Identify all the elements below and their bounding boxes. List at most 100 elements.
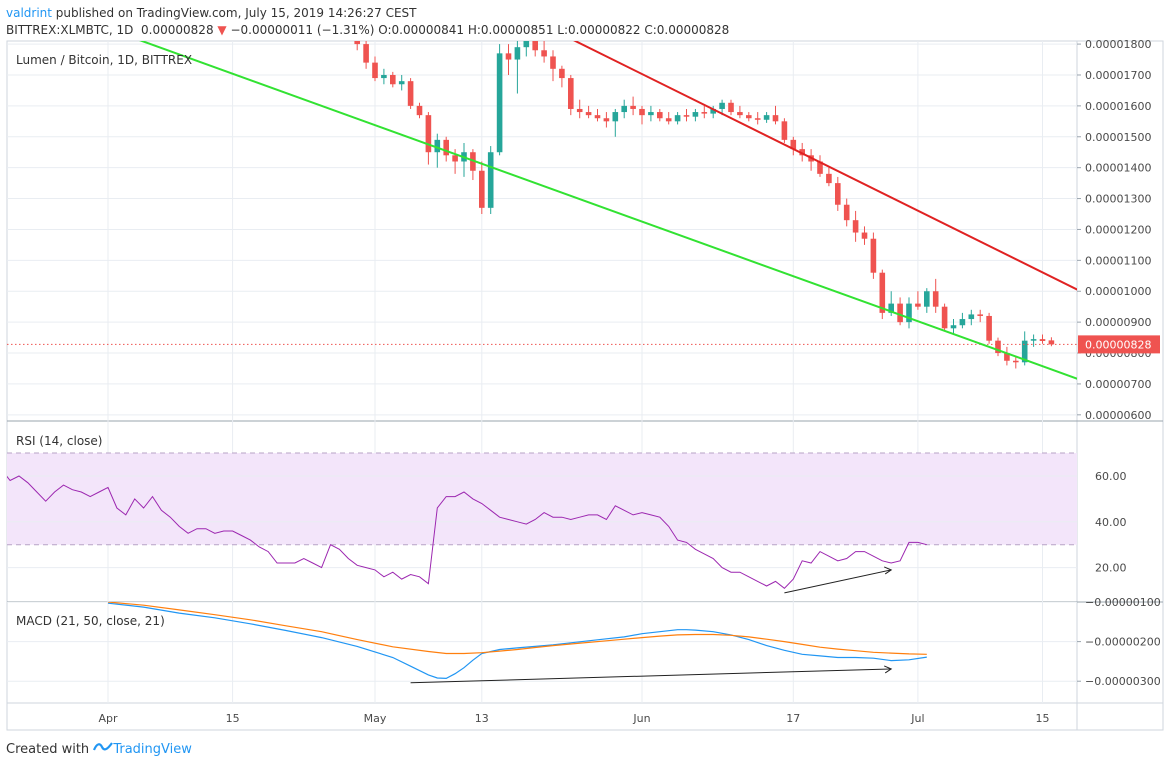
candle-body [737,112,743,116]
candle-body [568,78,574,109]
candle-body [959,319,966,326]
price-tick-label: 0.00001000 [1085,285,1151,298]
candle-body [407,81,414,106]
signal-line [107,602,927,655]
candle-body [630,105,636,109]
time-tick-label: Jun [632,712,650,725]
candle-body [550,56,556,69]
candle-body [514,47,521,60]
candle-body [665,118,672,122]
publish-info: published on TradingView.com, July 15, 2… [51,6,417,20]
macd-pane [7,602,1077,684]
symbol-header: BITTREX:XLMBTC, 1D 0.00000828 ▼ −0.00000… [6,22,729,38]
candle-body [968,314,975,320]
time-tick-label: Jul [910,712,924,725]
candle-body [852,220,859,233]
candle-body [363,44,369,63]
time-tick-label: 13 [475,712,489,725]
price-tick-label: 0.00001400 [1085,162,1151,175]
rsi-pane [7,452,1077,594]
macd-tick-label: −0.00000100 [1085,596,1161,609]
candle-body [390,74,396,85]
time-tick-label: 15 [1036,712,1050,725]
rsi-band [7,453,1077,545]
candle-body [683,115,690,117]
candle-body [576,108,583,113]
price-tick-label: 0.00001700 [1085,69,1151,82]
tradingview-logo-icon [93,742,114,757]
macd-tick-label: −0.00000200 [1085,636,1161,649]
price-tick-label: 0.00001500 [1085,131,1151,144]
down-arrow-icon: ▼ [217,23,227,37]
candle-body [639,108,645,116]
candle-body [425,115,432,153]
candle-body [861,232,868,239]
rsi-tick-label: 60.00 [1095,470,1127,483]
macd-tick-label: −0.00000300 [1085,675,1161,688]
price-tick-label: 0.00000900 [1085,316,1151,329]
price-tick-label: 0.00000600 [1085,409,1151,422]
chart-frame [6,40,1164,731]
macd-line [107,602,927,680]
last-price-badge-label: 0.00000828 [1085,338,1151,351]
rsi-divergence-arrow [884,566,893,575]
candle-body [835,183,841,205]
candle-body [781,121,788,140]
candle-body [523,41,530,48]
price-tick-label: 0.00001800 [1085,38,1151,51]
rsi-tick-label: 40.00 [1095,516,1127,529]
price-pane [7,41,1077,416]
candle-body [594,115,601,119]
candle-body [612,112,619,122]
price-tick-label: 0.00001600 [1085,100,1151,113]
candle-body [372,62,378,79]
candle-body [906,303,912,323]
rsi-line [7,475,927,589]
candle-body [719,102,725,109]
candle-body [977,314,983,316]
candle-body [870,238,877,273]
candle-body [603,118,610,122]
candle-body [826,173,832,184]
time-tick-label: May [364,712,387,725]
candle-body [950,325,957,329]
created-with-label: Created with [6,742,90,757]
candle-body [648,112,654,116]
candle-body [701,112,708,114]
candle-body [790,139,797,150]
candle-body [1021,340,1028,363]
candle-body [772,115,779,122]
candle-body [728,102,734,113]
tradingview-link[interactable]: TradingView [113,742,192,757]
ohlc-values: O:0.00000841 H:0.00000851 L:0.00000822 C… [378,23,730,37]
candle-body [817,161,823,174]
candle-body [381,74,387,79]
price-tick-label: 0.00001100 [1085,254,1151,267]
candle-body [1030,339,1037,341]
candle-body [843,204,850,221]
candle-body [505,53,512,60]
time-tick-label: Apr [98,712,118,725]
candle-body [532,41,538,51]
candle-body [710,108,716,114]
candle-body [443,139,449,156]
candle-body [541,50,547,57]
candle-body [1048,340,1055,345]
last-price-badge [1078,335,1160,354]
candle-body [479,170,485,208]
candle-body [496,53,503,153]
candle-body [452,155,458,162]
macd-divergence-line [410,668,892,684]
candle-body [746,115,752,119]
macd-divergence-arrow [884,665,893,674]
author-link[interactable]: valdrint [6,6,52,20]
price-change: −0.00000011 (−1.31%) [230,23,375,37]
rsi-title: RSI (14, close) [16,434,102,448]
time-tick-label: 17 [786,712,800,725]
resistance-trendline [573,41,1077,291]
rsi-divergence-line [784,569,892,594]
price-tick-label: 0.00001200 [1085,223,1151,236]
candle-body [879,272,886,313]
candle-body [674,115,681,122]
